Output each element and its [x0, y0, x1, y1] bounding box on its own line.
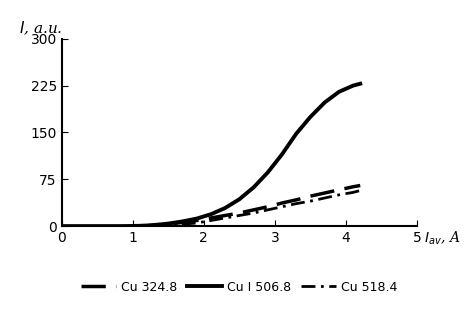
Text: $I_{av}$, A: $I_{av}$, A [424, 230, 461, 247]
Text: $I$, a.u.: $I$, a.u. [19, 19, 63, 37]
Legend: Cu 324.8, Cu I 506.8, Cu 518.4: Cu 324.8, Cu I 506.8, Cu 518.4 [76, 276, 403, 298]
